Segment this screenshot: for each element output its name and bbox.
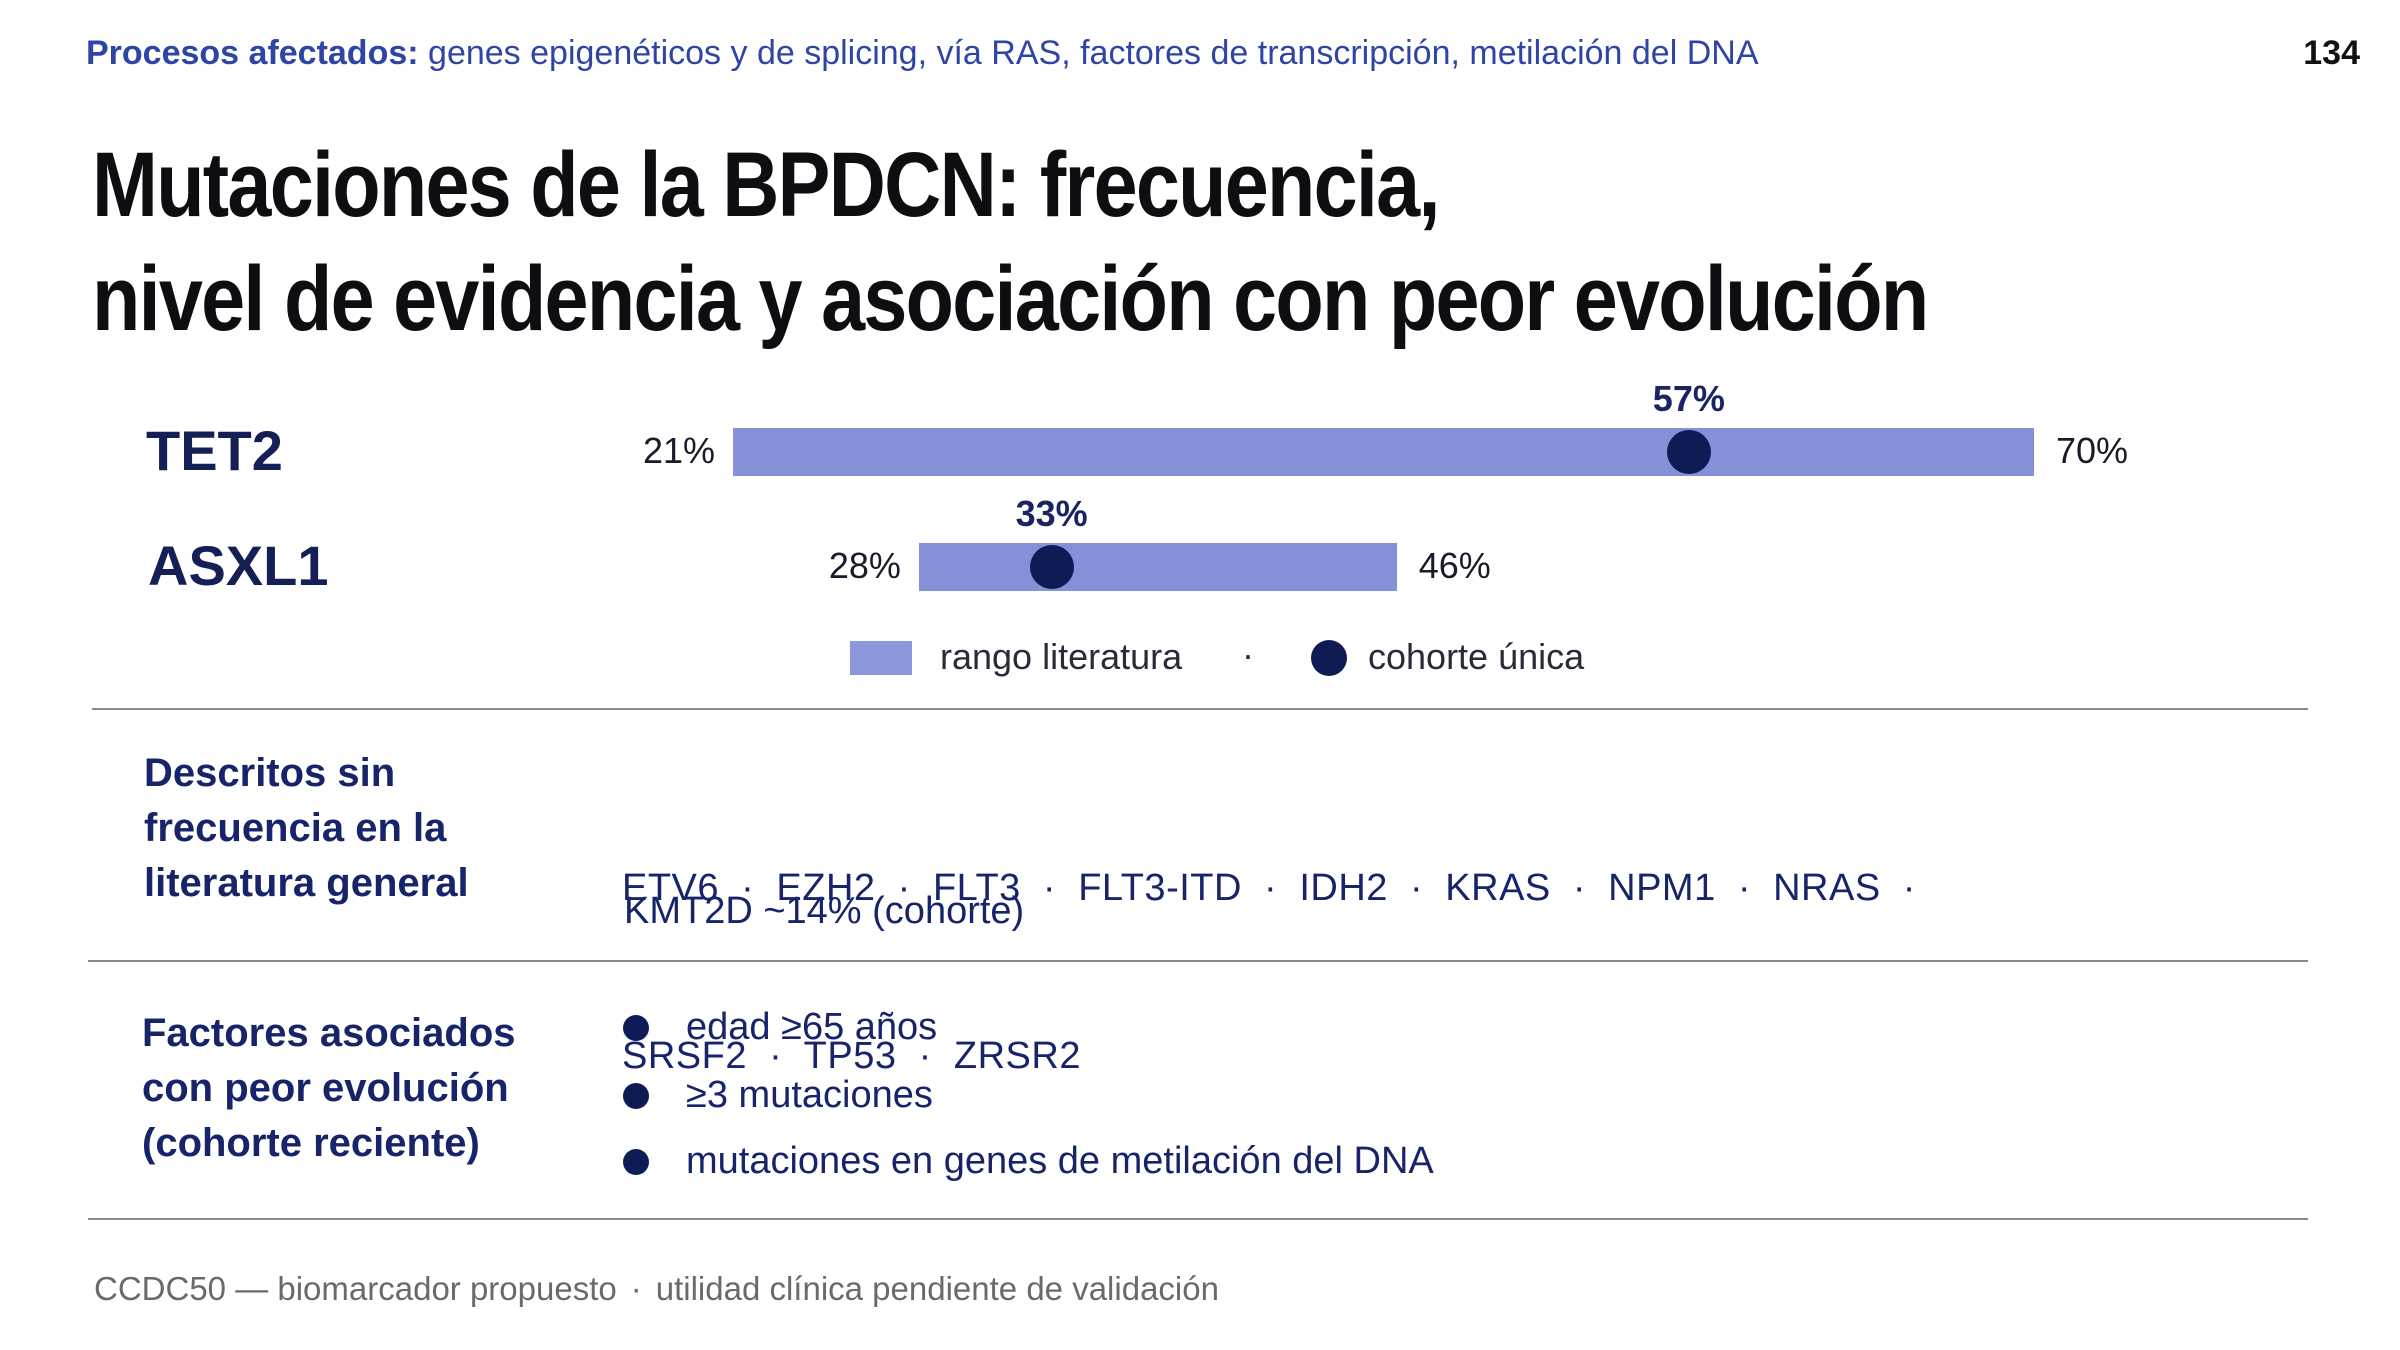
genes-line-1: ETV6 · EZH2 · FLT3 · FLT3-ITD · IDH2 · K… [622,867,1916,909]
gene-label-tet2: TET2 [146,419,283,482]
described-genes: ETV6 · EZH2 · FLT3 · FLT3-ITD · IDH2 · K… [622,748,1916,1140]
page-title: Mutaciones de la BPDCN: frecuencia, nive… [92,128,1929,356]
factor-bullet [623,1149,649,1175]
range-high-label-asxl1: 46% [1418,545,1491,586]
title-line-1: Mutaciones de la BPDCN: frecuencia, [92,134,1440,236]
factor-item: mutaciones en genes de metilación del DN… [686,1140,1434,1182]
cohort-label-asxl1: 33% [1015,493,1088,534]
processes-affected-line: Procesos afectados: genes epigenéticos y… [86,34,1759,73]
legend-range-swatch [850,641,912,675]
cohort-dot-tet2 [1666,430,1711,474]
footer-separator: · [630,1270,642,1307]
legend-range-label: rango literatura [940,636,1183,677]
factor-item: ≥3 mutaciones [686,1074,933,1116]
factor-bullet [623,1083,649,1109]
range-low-label-asxl1: 28% [828,545,901,586]
described-heading-line-1: Descritos sin [144,751,396,795]
processes-text: genes epigenéticos y de splicing, vía RA… [428,34,1759,72]
legend-cohort-dot [1311,640,1347,676]
factors-heading: Factores asociados con peor evolución (c… [142,1006,516,1171]
divider-2 [88,960,2308,962]
genes-line-2: SRSF2 · TP53 · ZRSR2 [622,1035,1081,1077]
range-low-label-tet2: 21% [643,430,716,471]
footer-right: utilidad clínica pendiente de validación [655,1270,1219,1307]
range-bar-tet2 [733,428,2034,476]
kmt2d-note: KMT2D ~14% (cohorte) [624,890,1025,932]
described-heading-line-2: frecuencia en la [144,806,447,850]
factors-heading-line-2: con peor evolución [142,1066,509,1110]
described-heading-line-3: literatura general [144,861,469,905]
factor-item: edad ≥65 años [686,1006,938,1048]
footer-left: CCDC50 — biomarcador propuesto [94,1270,617,1307]
divider-1 [92,708,2308,710]
range-high-label-tet2: 70% [2056,430,2129,471]
cohort-label-tet2: 57% [1652,378,1725,419]
processes-label: Procesos afectados: [86,34,419,72]
legend-separator: · [1242,634,1254,675]
gene-label-asxl1: ASXL1 [148,534,329,597]
divider-3 [88,1218,2308,1220]
range-bar-asxl1 [918,543,1397,591]
factor-bullet [623,1015,649,1041]
factors-heading-line-1: Factores asociados [142,1011,516,1055]
footer-note: CCDC50 — biomarcador propuesto · utilidad … [94,1270,1219,1308]
factors-heading-line-3: (cohorte reciente) [142,1121,480,1165]
title-line-2: nivel de evidencia y asociación con peor… [92,248,1929,350]
described-heading: Descritos sin frecuencia en la literatur… [144,746,469,911]
legend-cohort-label: cohorte única [1368,636,1585,677]
page-number: 134 [2303,34,2360,72]
cohort-dot-asxl1 [1029,545,1074,589]
